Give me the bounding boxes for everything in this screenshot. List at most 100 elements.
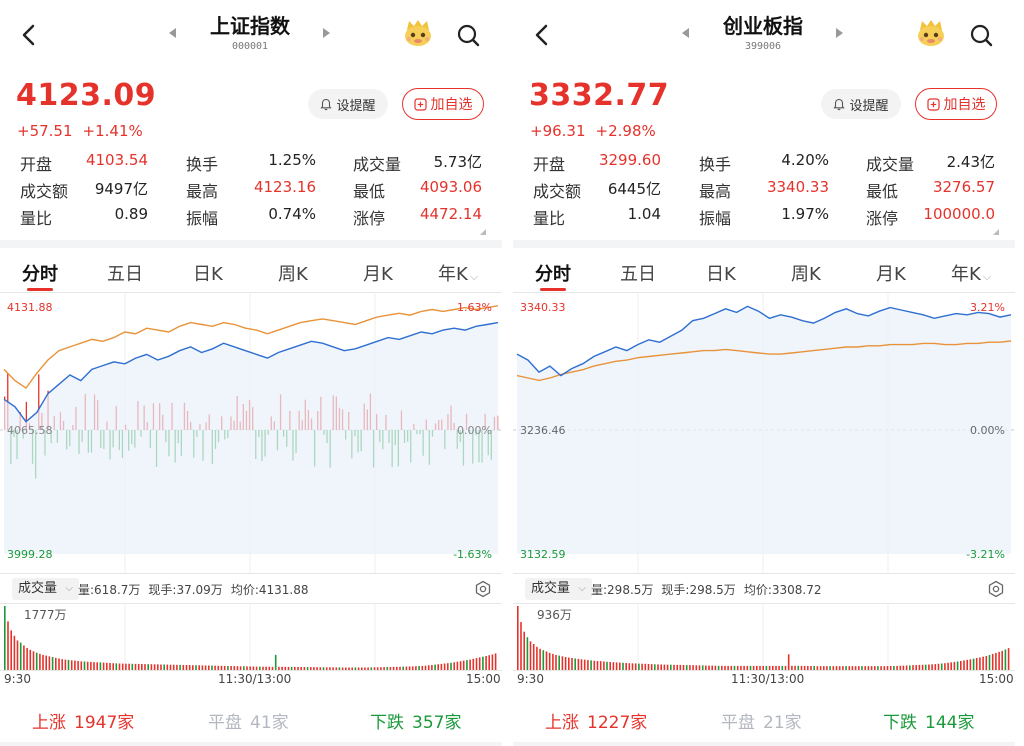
volume-bar [230,666,232,670]
tab-1[interactable]: 五日 [107,260,143,286]
volume-bar [482,656,484,670]
volume-bar [682,665,685,670]
volume-bar [937,663,940,670]
up-bar [38,374,40,430]
volume-bar [985,656,988,670]
volume-bar [310,667,312,670]
tab-label: 月K [363,264,393,285]
volume-bar [762,665,764,670]
unchanged-label: 平盘 [208,713,242,733]
tab-0[interactable]: 分时 [22,260,58,286]
expand-corner-icon[interactable] [993,229,999,235]
mascot-icon[interactable] [402,18,434,48]
triangle-left-icon[interactable] [169,28,176,38]
volume-bar [329,667,331,670]
index-panel-shanghai: 上证指数 000001 4123.09 +57.51 +1.41% 设提醒 加自选… [0,0,502,746]
volume-bar [361,667,363,670]
volume-bar [217,665,220,670]
volume-bar [1007,648,1010,670]
intraday-chart[interactable]: 4131.88 1.63% 4065.58 0.00% 3999.28 -1.63% [0,292,502,574]
stat-value: 3276.57 [932,178,995,196]
settings-hex-icon[interactable] [987,580,1005,598]
triangle-right-icon[interactable] [323,28,330,38]
volume-bar [730,665,733,670]
volume-bar [341,667,344,670]
volume-bar [644,663,647,670]
volume-bar [924,664,927,670]
volume-bar [733,665,736,670]
pct-top-label: 3.21% [970,301,1005,314]
header: 创业板指 399006 [513,0,1015,66]
tab-0[interactable]: 分时 [535,260,571,286]
stat-label: 成交额 [20,182,69,201]
volume-bar [77,661,79,670]
stats-row: 成交额 6445亿 最高 3340.33 最低 3276.57 [513,178,1015,205]
advancers[interactable]: 上涨 1227家 [545,708,647,733]
volume-bar [415,666,417,670]
indicator-select[interactable]: 成交量 ⌵ [12,578,80,600]
decliners-label: 下跌 [370,713,404,733]
triangle-right-icon[interactable] [836,28,843,38]
volume-bar [150,664,153,670]
volume-chart[interactable]: 1777万 [0,603,502,671]
add-favorite-button[interactable]: 加自选 [402,88,484,120]
volume-bar [351,667,353,670]
settings-hex-icon[interactable] [474,580,492,598]
advancers[interactable]: 上涨 1947家 [32,708,134,733]
volume-bar [826,666,828,670]
volume-bar [424,665,427,670]
volume-bar [437,664,439,670]
tab-5[interactable]: 年K ⌵ [438,260,478,286]
back-arrow-icon[interactable] [16,20,42,50]
tab-5[interactable]: 年K ⌵ [951,260,991,286]
price-line [3,321,499,423]
volume-bar [456,661,459,670]
volume-bar [255,666,258,670]
volume-bar [749,665,752,670]
tab-2[interactable]: 日K [193,260,223,286]
expand-corner-icon[interactable] [480,229,486,235]
tab-3[interactable]: 周K [791,260,821,286]
unchanged[interactable]: 平盘 21家 [721,708,802,733]
tab-3[interactable]: 周K [278,260,308,286]
volume-bar [367,667,369,670]
search-icon[interactable] [968,22,994,48]
indicator-select[interactable]: 成交量 ⌵ [525,578,593,600]
tab-1[interactable]: 五日 [620,260,656,286]
unchanged[interactable]: 平盘 41家 [208,708,289,733]
volume-bar [596,661,599,670]
volume-bar [96,662,98,670]
decliners[interactable]: 下跌 357家 [370,708,461,733]
add-favorite-button[interactable]: 加自选 [915,88,997,120]
mascot-icon[interactable] [915,18,947,48]
stat-label: 换手 [186,155,219,174]
volume-bar [587,660,589,670]
stats-row: 开盘 4103.54 换手 1.25% 成交量 5.73亿 [0,151,502,178]
triangle-left-icon[interactable] [682,28,689,38]
decliners[interactable]: 下跌 144家 [883,708,974,733]
volume-bar [188,665,191,670]
pct-mid-label: 0.00% [457,424,492,437]
volume-bar [874,666,876,670]
stat-label: 最高 [186,182,219,201]
set-alert-button[interactable]: 设提醒 [821,89,901,119]
volume-bar [845,666,847,670]
volume-bar [634,663,637,670]
intraday-chart[interactable]: 3340.33 3.21% 3236.46 0.00% 3132.59 -3.21% [513,292,1015,574]
stat-value: 9497亿 [94,180,148,198]
tab-4[interactable]: 月K [876,260,906,286]
market-breadth: 上涨 1947家 平盘 41家 下跌 357家 [0,700,502,740]
back-arrow-icon[interactable] [529,20,555,50]
volume-bar [969,659,972,670]
set-alert-button[interactable]: 设提醒 [308,89,388,119]
stat-label: 开盘 [533,155,566,174]
volume-info-item: 现手:37.09万 [148,583,223,597]
volume-bar [160,664,162,670]
search-icon[interactable] [455,22,481,48]
tab-4[interactable]: 月K [363,260,393,286]
tab-2[interactable]: 日K [706,260,736,286]
volume-chart[interactable]: 936万 [513,603,1015,671]
volume-bar [389,667,392,670]
volume-bar [418,666,420,670]
chevron-down-icon: ⌵ [982,270,992,283]
